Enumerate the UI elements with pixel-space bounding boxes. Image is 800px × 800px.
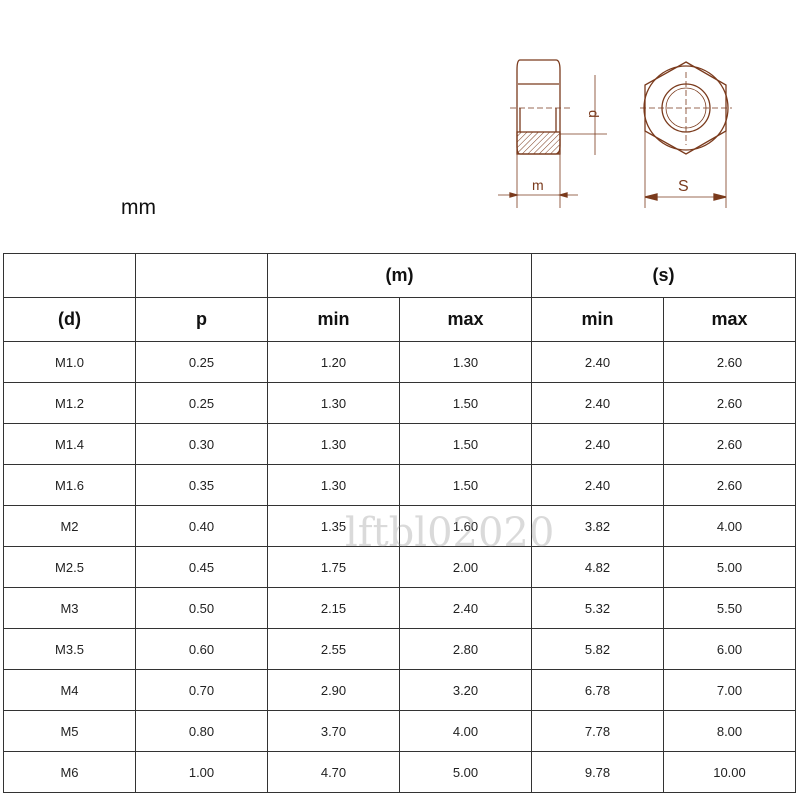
cell-m-min: 1.35 [267,505,400,547]
table-row: M5 0.80 3.70 4.00 7.78 8.00 [3,710,796,752]
cell-s-min: 3.82 [531,505,664,547]
cell-s-min: 2.40 [531,341,664,383]
cell-m-max: 5.00 [399,751,532,793]
table-row: M1.0 0.25 1.20 1.30 2.40 2.60 [3,341,796,383]
cell-p: 0.30 [135,423,268,465]
cell-m-max: 1.30 [399,341,532,383]
cell-m-min: 3.70 [267,710,400,752]
table-row: M6 1.00 4.70 5.00 9.78 10.00 [3,751,796,793]
cell-m-min: 1.30 [267,464,400,506]
cell-s-min: 4.82 [531,546,664,588]
header-s-min: min [531,297,664,342]
unit-label: mm [121,196,156,219]
d-label: d [586,110,602,118]
cell-s-min: 5.82 [531,628,664,670]
cell-p: 0.35 [135,464,268,506]
cell-m-max: 2.40 [399,587,532,629]
cell-s-max: 2.60 [663,423,796,465]
top-view [640,61,732,208]
table-row: M2 0.40 1.35 1.60 3.82 4.00 [3,505,796,547]
cell-s-max: 2.60 [663,464,796,506]
table-row: M3.5 0.60 2.55 2.80 5.82 6.00 [3,628,796,670]
cell-m-min: 2.90 [267,669,400,711]
cell-m-min: 1.20 [267,341,400,383]
m-label: m [532,177,544,193]
group-header-p [135,253,268,298]
cell-p: 0.80 [135,710,268,752]
hex-nut-diagram: m d S [498,59,732,208]
header-m-min: min [267,297,400,342]
cell-s-max: 10.00 [663,751,796,793]
cell-m-min: 1.30 [267,382,400,424]
cell-s-min: 2.40 [531,382,664,424]
cell-s-min: 7.78 [531,710,664,752]
cell-m-max: 4.00 [399,710,532,752]
side-view [498,59,607,208]
header-p: p [135,297,268,342]
cell-m-max: 1.60 [399,505,532,547]
cell-p: 0.40 [135,505,268,547]
cell-m-max: 1.50 [399,423,532,465]
cell-m-min: 2.55 [267,628,400,670]
cell-s-max: 6.00 [663,628,796,670]
cell-s-min: 5.32 [531,587,664,629]
cell-m-max: 1.50 [399,464,532,506]
cell-s-min: 6.78 [531,669,664,711]
group-header-s: (s) [531,253,796,298]
nut-dimension-table: (m) (s) (d) p min max min max M1.0 0.25 1.… [3,253,796,793]
header-m-max: max [399,297,532,342]
s-label: S [678,178,689,195]
cell-s-max: 4.00 [663,505,796,547]
cell-d: M1.4 [3,423,136,465]
cell-m-min: 2.15 [267,587,400,629]
cell-s-max: 5.50 [663,587,796,629]
cell-s-min: 2.40 [531,464,664,506]
cell-d: M4 [3,669,136,711]
cell-d: M5 [3,710,136,752]
cell-s-max: 2.60 [663,382,796,424]
cell-p: 0.50 [135,587,268,629]
cell-m-max: 2.80 [399,628,532,670]
table-row: M1.6 0.35 1.30 1.50 2.40 2.60 [3,464,796,506]
cell-m-min: 4.70 [267,751,400,793]
cell-d: M1.2 [3,382,136,424]
cell-d: M3 [3,587,136,629]
table-row: M3 0.50 2.15 2.40 5.32 5.50 [3,587,796,629]
cell-m-max: 1.50 [399,382,532,424]
group-header-row: (m) (s) [3,253,796,298]
cell-p: 0.70 [135,669,268,711]
cell-p: 0.45 [135,546,268,588]
cell-s-max: 7.00 [663,669,796,711]
cell-s-max: 2.60 [663,341,796,383]
header-s-max: max [663,297,796,342]
cell-m-max: 2.00 [399,546,532,588]
cell-d: M6 [3,751,136,793]
cell-d: M2 [3,505,136,547]
table-row: M2.5 0.45 1.75 2.00 4.82 5.00 [3,546,796,588]
group-header-m: (m) [267,253,532,298]
cell-p: 1.00 [135,751,268,793]
cell-p: 0.25 [135,382,268,424]
cell-p: 0.25 [135,341,268,383]
header-d: (d) [3,297,136,342]
cell-s-max: 8.00 [663,710,796,752]
cell-m-min: 1.30 [267,423,400,465]
cell-d: M1.6 [3,464,136,506]
column-header-row: (d) p min max min max [3,297,796,342]
table-row: M4 0.70 2.90 3.20 6.78 7.00 [3,669,796,711]
cell-d: M1.0 [3,341,136,383]
table-row: M1.4 0.30 1.30 1.50 2.40 2.60 [3,423,796,465]
cell-d: M3.5 [3,628,136,670]
cell-s-min: 2.40 [531,423,664,465]
group-header-d [3,253,136,298]
cell-p: 0.60 [135,628,268,670]
table-row: M1.2 0.25 1.30 1.50 2.40 2.60 [3,382,796,424]
cell-m-max: 3.20 [399,669,532,711]
cell-m-min: 1.75 [267,546,400,588]
cell-s-max: 5.00 [663,546,796,588]
cell-s-min: 9.78 [531,751,664,793]
cell-d: M2.5 [3,546,136,588]
